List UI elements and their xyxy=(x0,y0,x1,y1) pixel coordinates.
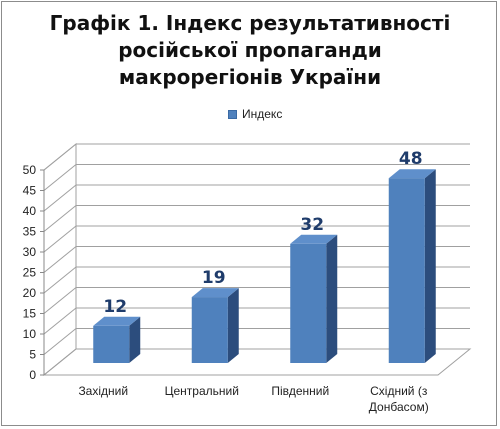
gridline-depth xyxy=(43,287,77,314)
data-label: 32 xyxy=(300,215,324,235)
gridline-depth xyxy=(43,143,77,171)
x-tick-label: Центральний xyxy=(165,384,239,398)
y-tick-label: 40 xyxy=(23,204,37,218)
gridline-depth xyxy=(43,184,77,212)
gridline-depth xyxy=(43,205,77,232)
chart-legend: Индекс xyxy=(228,107,282,121)
y-tick-label: 5 xyxy=(29,348,36,362)
x-tick-label: Донбасом) xyxy=(369,400,429,414)
bar-top xyxy=(388,169,436,179)
bar xyxy=(93,325,130,363)
y-tick-label: 0 xyxy=(29,368,36,382)
chart-title-line: макрорегіонів України xyxy=(118,65,382,89)
chart-title-line: Графік 1. Індекс результативності xyxy=(49,11,451,35)
bar xyxy=(388,178,425,363)
gridline-depth xyxy=(43,266,77,294)
y-tick-label: 15 xyxy=(23,307,37,321)
data-label: 19 xyxy=(202,268,226,288)
data-label: 48 xyxy=(399,149,423,169)
gridline-depth xyxy=(43,164,77,191)
chart-title: Графік 1. Індекс результативності російс… xyxy=(0,10,500,91)
y-tick-label: 35 xyxy=(23,225,37,239)
y-tick-label: 50 xyxy=(23,163,37,177)
x-tick-label: Західний xyxy=(78,384,128,398)
bar-side xyxy=(326,234,338,363)
x-tick-label: Східний (з xyxy=(370,384,428,398)
bar-side xyxy=(424,169,436,363)
gridline-depth xyxy=(43,225,77,253)
bar-top xyxy=(93,316,141,326)
legend-swatch xyxy=(228,109,237,119)
bar-side xyxy=(129,316,141,363)
y-tick-label: 10 xyxy=(23,327,37,341)
gridline-depth xyxy=(43,246,77,273)
data-label: 12 xyxy=(103,297,127,317)
y-tick-label: 25 xyxy=(23,266,37,280)
y-tick-label: 45 xyxy=(23,184,37,198)
legend-label: Индекс xyxy=(242,107,283,121)
bar-side xyxy=(227,288,239,363)
x-tick-label: Південний xyxy=(271,384,329,398)
bar-top xyxy=(191,288,239,298)
gridline-depth xyxy=(43,307,77,335)
gridline-depth xyxy=(43,328,77,355)
chart-title-line: російської пропаганди xyxy=(118,38,382,62)
bar xyxy=(290,243,327,363)
y-tick-label: 30 xyxy=(23,245,37,259)
gridline-depth xyxy=(43,348,77,376)
y-tick-label: 20 xyxy=(23,286,37,300)
bar-top xyxy=(290,234,338,244)
bar xyxy=(191,297,228,363)
